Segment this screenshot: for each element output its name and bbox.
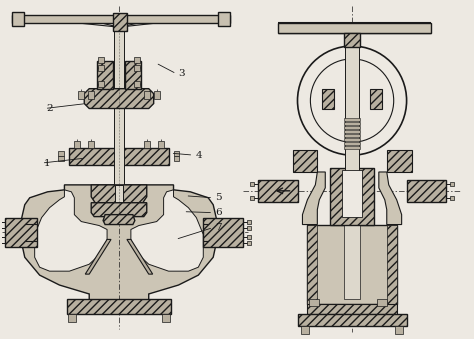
Polygon shape <box>344 138 360 141</box>
Polygon shape <box>12 12 24 26</box>
Polygon shape <box>58 151 64 156</box>
Polygon shape <box>379 172 401 224</box>
Circle shape <box>310 59 394 142</box>
Polygon shape <box>144 91 150 99</box>
Text: 5: 5 <box>215 193 222 202</box>
Polygon shape <box>387 150 411 172</box>
Polygon shape <box>0 236 1 239</box>
Polygon shape <box>278 23 431 33</box>
Polygon shape <box>125 61 141 89</box>
Polygon shape <box>173 151 180 156</box>
Polygon shape <box>250 196 254 200</box>
Polygon shape <box>344 33 360 47</box>
Polygon shape <box>5 218 36 247</box>
Polygon shape <box>308 224 397 304</box>
Polygon shape <box>247 236 251 239</box>
Polygon shape <box>344 126 360 129</box>
Polygon shape <box>344 146 360 149</box>
Polygon shape <box>344 142 360 145</box>
Polygon shape <box>12 15 230 23</box>
Polygon shape <box>247 220 251 223</box>
Polygon shape <box>91 203 147 217</box>
Polygon shape <box>114 31 124 210</box>
Polygon shape <box>407 180 447 202</box>
Text: 1: 1 <box>44 159 50 167</box>
Polygon shape <box>144 141 150 148</box>
Text: 2: 2 <box>46 104 53 113</box>
Polygon shape <box>310 299 319 306</box>
Text: 3: 3 <box>179 69 185 78</box>
Polygon shape <box>344 122 360 125</box>
Polygon shape <box>98 57 104 63</box>
Polygon shape <box>302 172 325 224</box>
Polygon shape <box>344 130 360 133</box>
Polygon shape <box>58 156 64 161</box>
Polygon shape <box>85 239 111 274</box>
Polygon shape <box>115 185 123 215</box>
Polygon shape <box>247 225 251 230</box>
Polygon shape <box>162 314 170 322</box>
Polygon shape <box>250 182 254 186</box>
Polygon shape <box>35 190 107 271</box>
Polygon shape <box>88 91 94 99</box>
Polygon shape <box>218 12 230 26</box>
Polygon shape <box>370 89 382 108</box>
Polygon shape <box>173 156 180 161</box>
Polygon shape <box>158 141 164 148</box>
Polygon shape <box>134 65 140 71</box>
Polygon shape <box>342 170 362 217</box>
Polygon shape <box>67 299 171 314</box>
Text: 7: 7 <box>215 223 222 232</box>
Polygon shape <box>345 47 359 200</box>
Polygon shape <box>301 326 310 334</box>
Text: 6: 6 <box>215 208 222 217</box>
Polygon shape <box>78 91 84 99</box>
Polygon shape <box>0 225 1 230</box>
Polygon shape <box>113 13 127 31</box>
Polygon shape <box>395 326 402 334</box>
Polygon shape <box>88 141 94 148</box>
Polygon shape <box>103 215 135 224</box>
Polygon shape <box>450 182 454 186</box>
Polygon shape <box>203 218 243 247</box>
Polygon shape <box>308 304 397 314</box>
Polygon shape <box>68 314 76 322</box>
Polygon shape <box>308 224 317 304</box>
Polygon shape <box>344 224 360 299</box>
Polygon shape <box>0 220 1 223</box>
Polygon shape <box>450 196 454 200</box>
Polygon shape <box>69 148 169 165</box>
Polygon shape <box>91 185 147 203</box>
Polygon shape <box>74 141 80 148</box>
Polygon shape <box>84 89 154 108</box>
Polygon shape <box>98 81 104 87</box>
Polygon shape <box>344 134 360 137</box>
Polygon shape <box>330 168 374 224</box>
Polygon shape <box>0 241 1 245</box>
Polygon shape <box>298 314 407 326</box>
Polygon shape <box>97 61 113 89</box>
Polygon shape <box>292 150 317 172</box>
Polygon shape <box>154 91 160 99</box>
Polygon shape <box>134 57 140 63</box>
Polygon shape <box>20 185 218 307</box>
Polygon shape <box>258 180 298 202</box>
Polygon shape <box>127 239 153 274</box>
Text: 4: 4 <box>195 151 202 160</box>
Polygon shape <box>131 190 203 271</box>
Polygon shape <box>344 118 360 121</box>
Polygon shape <box>377 299 387 306</box>
Polygon shape <box>247 241 251 245</box>
Polygon shape <box>387 224 397 304</box>
Polygon shape <box>322 89 334 108</box>
Polygon shape <box>134 81 140 87</box>
Polygon shape <box>98 65 104 71</box>
